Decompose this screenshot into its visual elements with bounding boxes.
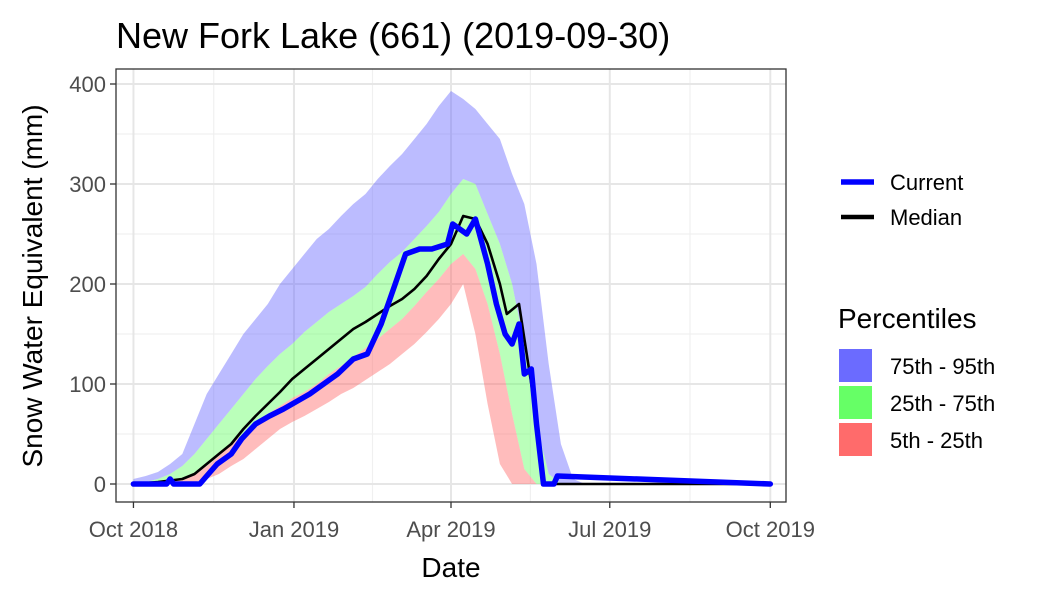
x-tick-label: Jul 2019 xyxy=(568,517,651,542)
legend-label-band: 75th - 95th xyxy=(890,354,995,379)
x-axis-title: Date xyxy=(421,552,480,583)
legend-swatch-band xyxy=(839,386,872,419)
legend-label-band: 25th - 75th xyxy=(890,391,995,416)
grid xyxy=(116,69,786,502)
median-line xyxy=(133,214,771,486)
y-tick-label: 200 xyxy=(69,272,106,297)
x-tick-label: Apr 2019 xyxy=(406,517,495,542)
y-tick-label: 400 xyxy=(69,72,106,97)
series-lines xyxy=(130,214,774,487)
legend-label-current: Current xyxy=(890,170,963,195)
legend-label-band: 5th - 25th xyxy=(890,428,983,453)
axis-ticks: 0 100 200 300 400 Oct 2018 Jan 2019 Apr 2019 Jul… xyxy=(69,72,815,542)
y-tick-label: 300 xyxy=(69,172,106,197)
legend: Percentiles Current Median 75th - 95th 25th… xyxy=(838,170,995,456)
legend-swatch-band xyxy=(839,349,872,382)
chart-title: New Fork Lake (661) (2019-09-30) xyxy=(116,15,670,56)
current-line xyxy=(130,216,774,487)
legend-label-median: Median xyxy=(890,205,962,230)
band-75th-95th xyxy=(133,91,771,484)
band-5th-25th xyxy=(133,254,771,484)
y-tick-label: 100 xyxy=(69,372,106,397)
y-axis-title: Snow Water Equivalent (mm) xyxy=(17,104,48,467)
x-tick-label: Oct 2018 xyxy=(89,517,178,542)
x-tick-label: Jan 2019 xyxy=(249,517,340,542)
legend-percentiles-title: Percentiles xyxy=(838,303,977,334)
y-tick-label: 0 xyxy=(94,472,106,497)
x-tick-label: Oct 2019 xyxy=(726,517,815,542)
legend-swatch-band xyxy=(839,423,872,456)
